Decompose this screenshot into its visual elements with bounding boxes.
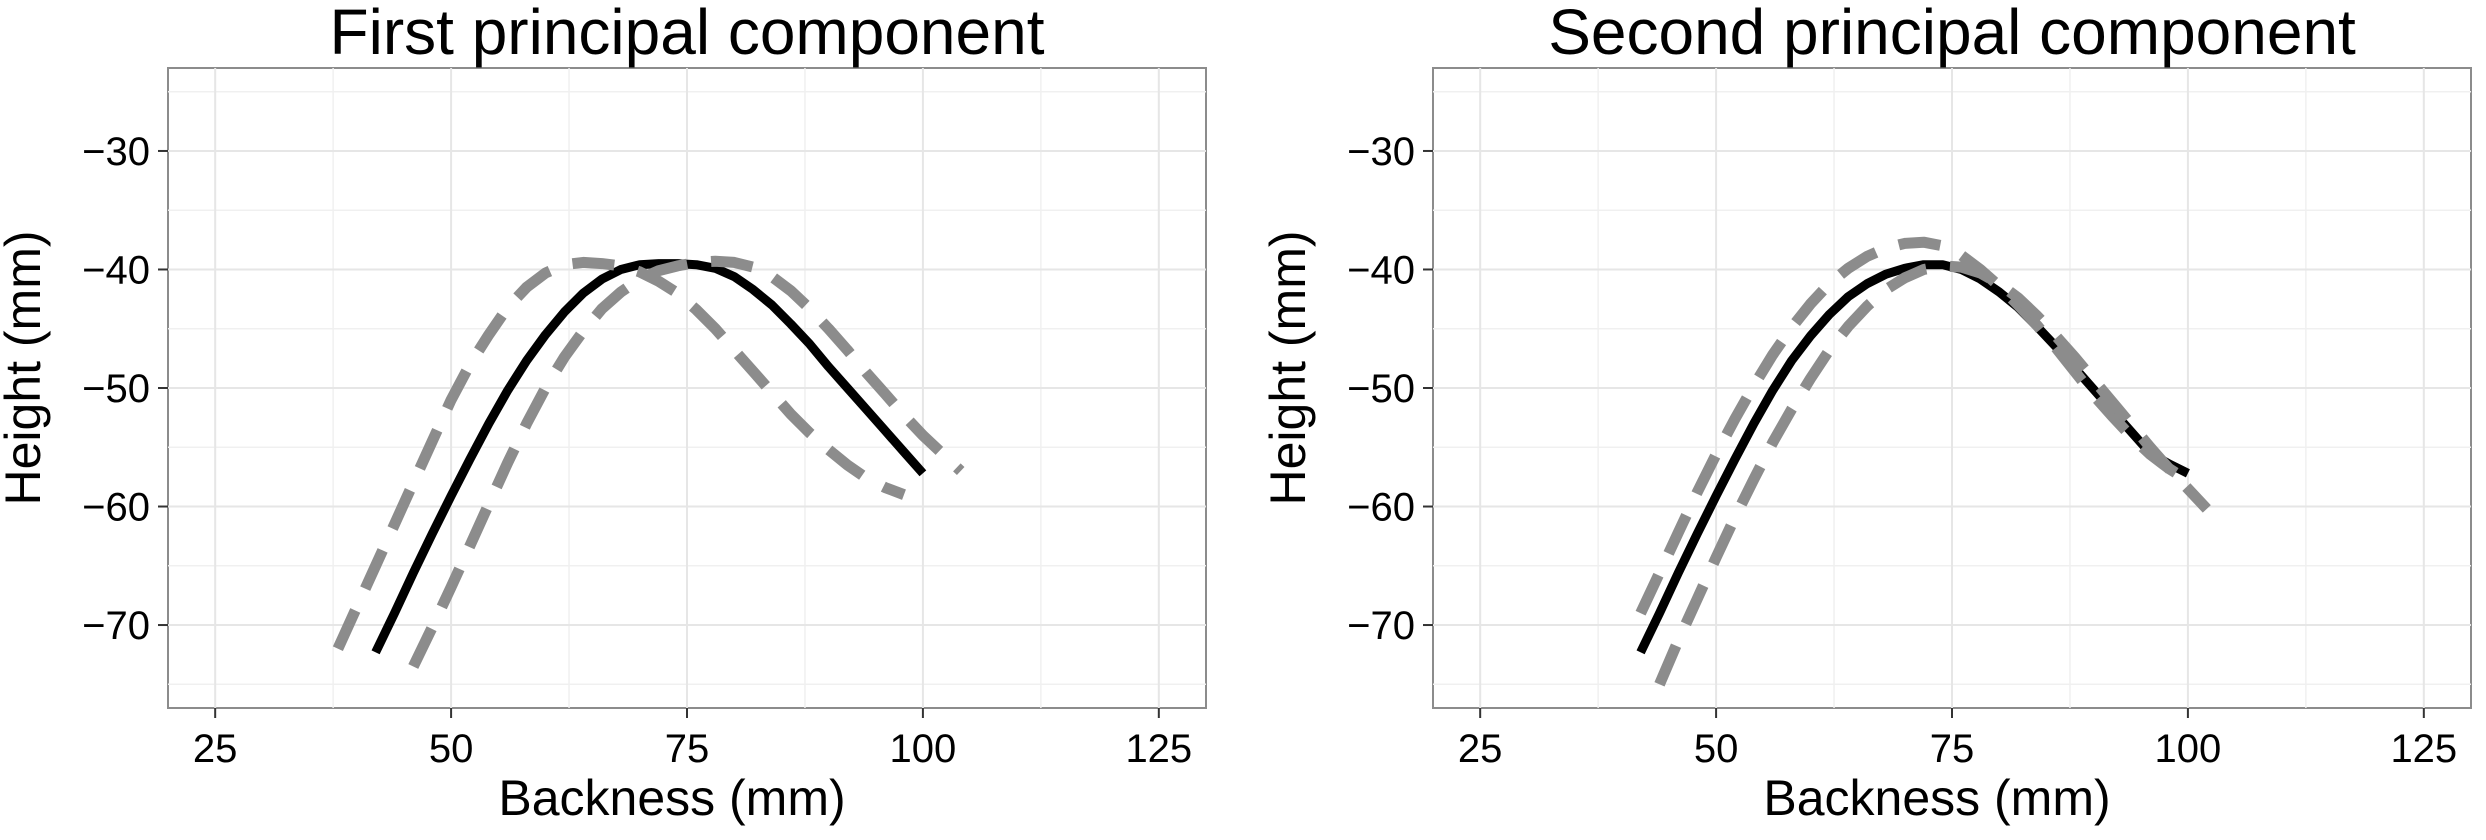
x-tick-label: 125 bbox=[1125, 727, 1192, 771]
x-tick-label: 100 bbox=[2155, 727, 2222, 771]
x-tick-label: 100 bbox=[890, 727, 957, 771]
variation-dashed-line bbox=[1635, 236, 2191, 616]
x-tick-label: 25 bbox=[193, 727, 238, 771]
x-tick-label: 50 bbox=[429, 727, 474, 771]
chart-title: Second principal component bbox=[1548, 0, 2356, 68]
panel-first-component: 25 50 75 100 125 −70 −60 −50 −40 −30 First princip… bbox=[0, 0, 1207, 826]
mean-curve-line bbox=[1636, 260, 2190, 655]
y-tick-label: −60 bbox=[82, 486, 150, 530]
y-tick-label: −30 bbox=[1347, 130, 1415, 174]
x-tick-label: 75 bbox=[1930, 727, 1975, 771]
y-tick-label: −40 bbox=[1347, 248, 1415, 292]
y-tick-label: −70 bbox=[82, 604, 150, 648]
x-tick-label: 25 bbox=[1458, 727, 1503, 771]
variation-dashed-line bbox=[332, 256, 906, 651]
variation-dashed-line bbox=[408, 255, 965, 669]
y-axis-label: Height (mm) bbox=[0, 230, 51, 505]
x-axis-label: Backness (mm) bbox=[1763, 770, 2110, 826]
y-tick-label: −50 bbox=[1347, 367, 1415, 411]
y-tick-label: −70 bbox=[1347, 604, 1415, 648]
x-tick-label: 50 bbox=[1694, 727, 1739, 771]
y-tick-label: −50 bbox=[82, 367, 150, 411]
y-tick-label: −40 bbox=[82, 248, 150, 292]
x-tick-label: 125 bbox=[2390, 727, 2457, 771]
mean-curve-line bbox=[371, 259, 927, 655]
variation-dashed-line bbox=[1654, 260, 2211, 687]
panel-second-component: 25 50 75 100 125 −70 −60 −50 −40 −30 Second princi… bbox=[1260, 0, 2472, 826]
chart-title: First principal component bbox=[330, 0, 1045, 68]
x-axis-label: Backness (mm) bbox=[498, 770, 845, 826]
y-tick-label: −30 bbox=[82, 130, 150, 174]
y-axis-label: Height (mm) bbox=[1260, 230, 1316, 505]
y-tick-label: −60 bbox=[1347, 486, 1415, 530]
x-tick-label: 75 bbox=[665, 727, 710, 771]
